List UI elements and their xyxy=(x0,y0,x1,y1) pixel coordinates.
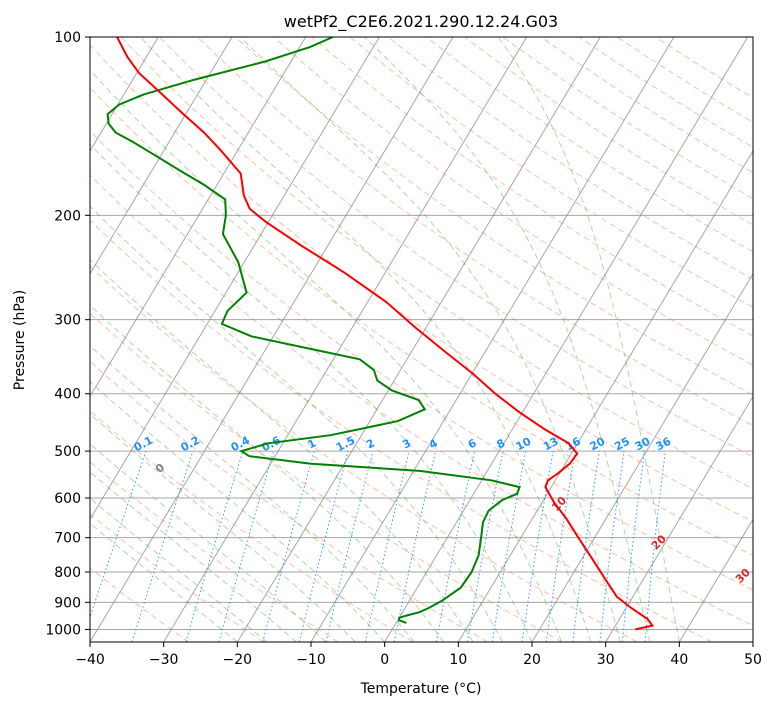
mixing-ratio-label: 25 xyxy=(612,435,632,454)
y-tick-label: 700 xyxy=(54,531,81,547)
x-tick-label: 0 xyxy=(380,652,389,668)
x-tick-label: −40 xyxy=(75,652,105,668)
dry-adiabat-line xyxy=(90,360,488,642)
reference-line-labels: 0.10.20.40.611.52346810131620253036-100-… xyxy=(132,434,753,586)
dry-adiabat-line xyxy=(197,37,753,427)
mixing-ratio-line xyxy=(364,450,410,642)
isotherm-line xyxy=(457,149,753,642)
mixing-ratio-label: 13 xyxy=(541,435,561,454)
mixing-ratio-line xyxy=(131,450,194,642)
moist-adiabat-line xyxy=(239,37,621,642)
plot-area: 0.10.20.40.611.52346810131620253036-100-… xyxy=(90,37,753,642)
mixing-ratio-line xyxy=(218,450,275,642)
mixing-ratio-label: 36 xyxy=(654,435,674,454)
moist-adiabat-line xyxy=(90,413,356,642)
y-tick-label: 500 xyxy=(54,444,81,460)
y-tick-label: 100 xyxy=(54,30,81,46)
dry-adiabat-line xyxy=(120,37,753,490)
isotherm-line xyxy=(310,37,675,642)
temperature-series-line xyxy=(116,37,655,631)
dry-adiabat-line xyxy=(90,312,563,642)
y-tick-label: 300 xyxy=(54,313,81,329)
mixing-ratio-line xyxy=(572,451,600,642)
x-axis-ticks: −40 −30 −20 −10 0 10 20 30 40 50 xyxy=(75,642,762,668)
mixing-ratio-line xyxy=(262,450,315,642)
mixing-ratio-label: 10 xyxy=(514,435,534,454)
mixing-ratio-line xyxy=(545,451,576,642)
moist-adiabat-line xyxy=(90,381,386,642)
x-tick-label: 40 xyxy=(670,652,688,668)
isotherm-line xyxy=(90,37,307,398)
mixing-ratio-label: 20 xyxy=(588,435,608,454)
moist-adiabat-line xyxy=(364,37,651,642)
x-axis-label: Temperature (°C) xyxy=(360,681,482,697)
dry-adiabat-line xyxy=(349,37,753,308)
mixing-ratio-line xyxy=(644,451,666,642)
moist-adiabat-line xyxy=(90,205,503,642)
y-tick-label: 600 xyxy=(54,491,81,507)
isotherm-line xyxy=(605,395,753,642)
dewpoint-series-line xyxy=(106,37,521,624)
y-tick-label: 800 xyxy=(54,565,81,581)
plot-frame xyxy=(89,36,754,643)
moist-adiabat-line xyxy=(90,443,327,642)
dry-adiabat-line xyxy=(158,37,753,458)
isotherm-gridlines xyxy=(90,37,753,642)
y-tick-label: 1000 xyxy=(45,622,81,638)
mixing-ratio-line xyxy=(325,450,374,642)
mixing-ratio-label: 16 xyxy=(563,435,583,454)
moist-adiabat-line xyxy=(90,304,444,642)
x-tick-label: −30 xyxy=(149,652,179,668)
mixing-ratio-line xyxy=(599,451,625,642)
mixing-ratio-line xyxy=(185,450,244,642)
isotherm-line xyxy=(678,518,753,642)
y-axis-label: Pressure (hPa) xyxy=(12,290,28,390)
isotherm-line xyxy=(531,272,753,642)
dry-adiabats xyxy=(90,37,753,642)
isotherm-line xyxy=(90,37,159,152)
isotherm-line xyxy=(384,37,749,642)
moist-adiabats xyxy=(90,37,680,642)
chart-title: wetPf2_C2E6.2021.290.12.24.G03 xyxy=(284,12,558,32)
moist-adiabat-line xyxy=(90,143,533,642)
x-tick-label: 30 xyxy=(597,652,615,668)
isotherm-line xyxy=(90,37,233,275)
x-tick-label: 20 xyxy=(523,652,541,668)
moist-adiabat-line xyxy=(140,37,592,642)
mixing-ratio-line xyxy=(521,451,554,642)
moist-adiabat-line xyxy=(90,69,562,642)
y-axis-ticks: 100 200 300 400 500 600 700 800 900 1000 xyxy=(45,30,90,638)
isotherm-line xyxy=(163,37,528,642)
dry-adiabat-line xyxy=(90,174,753,627)
isotherm-line xyxy=(90,37,454,642)
x-tick-label: 50 xyxy=(744,652,762,668)
mixing-ratio-label: 30 xyxy=(633,435,653,454)
dry-adiabat-line xyxy=(90,513,264,642)
y-tick-label: 200 xyxy=(54,208,81,224)
moist-adiabat-line xyxy=(90,258,474,642)
x-tick-label: −20 xyxy=(223,652,253,668)
dry-adiabat-line xyxy=(311,37,753,337)
isotherm-line xyxy=(236,37,601,642)
moist-adiabat-line xyxy=(497,37,680,642)
x-tick-label: −10 xyxy=(296,652,326,668)
dry-adiabat-line xyxy=(90,219,712,642)
isotherm-line xyxy=(90,37,380,521)
isobar-gridlines xyxy=(90,37,753,630)
mixing-ratio-line xyxy=(298,450,349,642)
moist-adiabat-line xyxy=(90,471,297,642)
y-tick-label: 400 xyxy=(54,387,81,403)
mixing-ratio-line xyxy=(621,451,646,642)
x-tick-label: 10 xyxy=(449,652,467,668)
dry-adiabat-line xyxy=(90,265,638,642)
dry-adiabat-line xyxy=(90,567,190,642)
moist-adiabat-line xyxy=(90,345,415,642)
y-tick-label: 900 xyxy=(54,595,81,611)
